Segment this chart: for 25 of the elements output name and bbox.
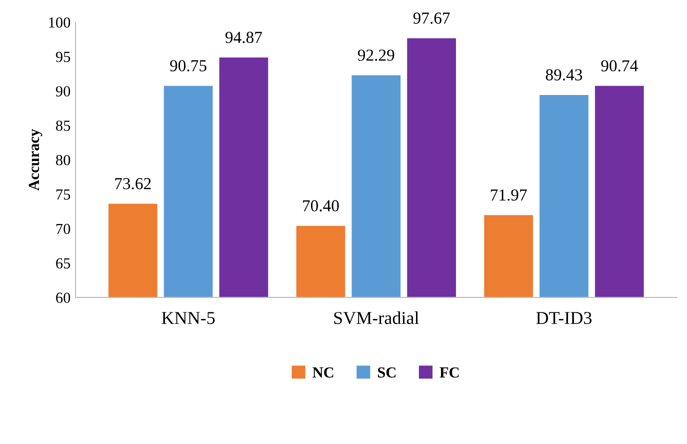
data-label: 73.62: [115, 178, 151, 190]
data-label: 94.87: [225, 32, 262, 44]
data-label: 70.40: [303, 200, 339, 212]
x-tick-label: KNN-5: [162, 312, 215, 324]
legend-label: SC: [378, 367, 396, 378]
data-label: 97.67: [413, 12, 450, 24]
y-tick-label: 75: [56, 190, 70, 200]
data-label: 90.75: [170, 60, 206, 72]
y-tick-label: 85: [56, 120, 70, 131]
data-label: 90.74: [601, 60, 638, 72]
y-axis-title: Accuracy: [28, 129, 42, 191]
legend-label: NC: [312, 367, 334, 378]
y-tick-label: 95: [56, 52, 70, 62]
y-tick-label: 65: [56, 258, 70, 269]
y-tick-label: 90: [56, 86, 70, 96]
x-tick-label: SVM-radial: [334, 311, 419, 324]
data-label: 92.29: [358, 50, 394, 61]
y-tick-label: 70: [56, 224, 70, 234]
data-label: 89.43: [546, 69, 582, 81]
y-tick-label: 60: [56, 292, 70, 303]
legend-label: FC: [440, 367, 459, 378]
data-label: 71.97: [490, 189, 527, 201]
y-tick-label: 100: [49, 17, 70, 28]
x-tick-label: DT-ID3: [536, 312, 592, 324]
y-tick-label: 80: [56, 154, 70, 166]
